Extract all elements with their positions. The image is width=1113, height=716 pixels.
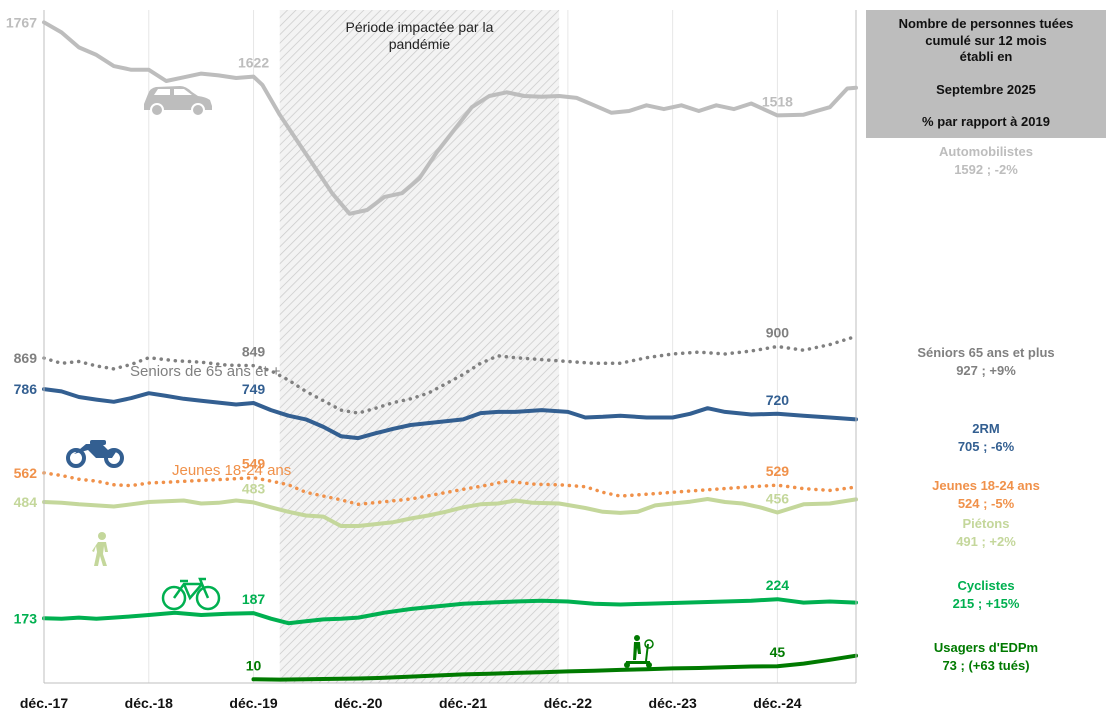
legend-seniors: Séniors 65 ans et plus 927 ; +9%	[866, 344, 1106, 380]
legend-name: Jeunes 18-24 ans	[932, 478, 1040, 493]
value-label-pietons: 483	[242, 480, 266, 496]
series-name-label-jeunes: Jeunes 18-24 ans	[172, 462, 291, 479]
x-tick-label: déc.-23	[649, 695, 697, 711]
legend-name: Cyclistes	[957, 578, 1015, 593]
value-label-edpm: 45	[770, 644, 786, 660]
series-line-seniors	[42, 334, 858, 415]
series-line-cyclistes	[42, 597, 858, 626]
info-box: Nombre de personnes tuées cumulé sur 12 …	[866, 10, 1106, 138]
info-title-line1: Nombre de personnes tuées	[898, 16, 1074, 31]
pandemic-label-line2: pandémie	[389, 36, 451, 52]
value-label-deux_roues: 720	[766, 392, 790, 408]
legend-automobilistes: Automobilistes 1592 ; -2%	[866, 143, 1106, 179]
series-line-automobilistes	[42, 20, 858, 216]
series-line-jeunes	[42, 471, 858, 507]
series-line-deux_roues	[42, 387, 858, 441]
value-label-pietons: 484	[14, 494, 38, 510]
pandemic-label-line1: Période impactée par la	[346, 19, 494, 35]
legend-value: 491 ; +2%	[956, 534, 1016, 549]
value-label-seniors: 849	[242, 344, 266, 360]
series-line-edpm	[251, 653, 858, 682]
value-label-cyclistes: 224	[766, 577, 790, 593]
value-label-jeunes: 562	[14, 465, 38, 481]
legend-name: Automobilistes	[939, 144, 1033, 159]
info-title-line2: cumulé sur 12 mois	[925, 32, 1047, 48]
value-label-jeunes: 549	[242, 456, 266, 472]
value-label-automobilistes: 1767	[6, 14, 37, 30]
value-label-automobilistes: 1622	[238, 55, 269, 71]
legend-name: Piétons	[962, 516, 1010, 531]
legend-value: 73 ; (+63 tués)	[942, 658, 1030, 673]
scooter-icon	[624, 635, 654, 668]
value-label-pietons: 456	[766, 491, 790, 507]
info-comparison: % par rapport à 2019	[922, 114, 1050, 129]
value-label-automobilistes: 1518	[762, 93, 793, 109]
pedestrian-icon	[92, 532, 108, 566]
series-name-label-seniors: Seniors de 65 ans et +	[130, 363, 281, 380]
info-period: Septembre 2025	[936, 81, 1036, 97]
bicycle-icon	[161, 577, 221, 611]
value-label-edpm: 10	[246, 657, 262, 673]
x-tick-label: déc.-24	[753, 695, 801, 711]
value-label-deux_roues: 786	[14, 381, 38, 397]
value-label-deux_roues: 749	[242, 381, 266, 397]
series-line-pietons	[42, 497, 858, 528]
legend-name: Séniors 65 ans et plus	[917, 345, 1055, 360]
info-title-line3: établi en	[959, 49, 1013, 64]
value-label-jeunes: 529	[766, 463, 790, 479]
legend-value: 705 ; -6%	[957, 439, 1015, 454]
legend-2rm: 2RM 705 ; -6%	[866, 420, 1106, 456]
legend-pietons: Piétons 491 ; +2%	[866, 515, 1106, 551]
value-label-seniors: 869	[14, 350, 38, 366]
legend-cyclistes: Cyclistes 215 ; +15%	[866, 577, 1106, 613]
motorcycle-icon	[66, 440, 124, 468]
car-icon	[144, 86, 212, 117]
legend-value: 1592 ; -2%	[954, 162, 1018, 177]
line-chart: Période impactée par la pandémie	[6, 10, 858, 711]
legend-value: 524 ; -5%	[957, 496, 1015, 511]
x-tick-label: déc.-22	[544, 695, 592, 711]
legend-edpm: Usagers d'EDPm 73 ; (+63 tués)	[866, 639, 1106, 675]
legend-value: 215 ; +15%	[952, 596, 1020, 611]
x-tick-label: déc.-19	[229, 695, 277, 711]
x-tick-label: déc.-17	[20, 695, 68, 711]
value-label-cyclistes: 173	[14, 610, 38, 626]
x-tick-label: déc.-21	[439, 695, 487, 711]
value-label-seniors: 900	[766, 325, 790, 341]
legend-value: 927 ; +9%	[956, 363, 1016, 378]
legend-name: Usagers d'EDPm	[933, 640, 1039, 655]
value-label-cyclistes: 187	[242, 591, 266, 607]
x-tick-label: déc.-18	[125, 695, 173, 711]
legend-name: 2RM	[972, 421, 1000, 436]
pandemic-period-band	[279, 10, 560, 683]
legend-jeunes: Jeunes 18-24 ans 524 ; -5%	[866, 477, 1106, 513]
x-tick-label: déc.-20	[334, 695, 382, 711]
